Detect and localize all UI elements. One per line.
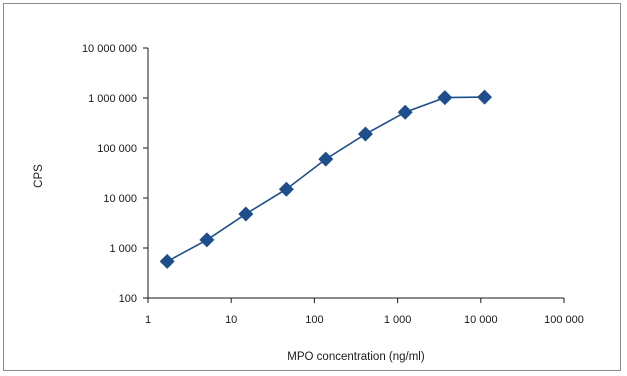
series xyxy=(159,89,493,269)
data-point xyxy=(238,206,254,222)
x-tick-label: 100 000 xyxy=(544,314,584,326)
x-tick-label: 1 000 xyxy=(384,314,412,326)
series-line xyxy=(166,96,485,263)
x-tick-label: 10 xyxy=(225,314,237,326)
data-point xyxy=(318,151,334,167)
data-point xyxy=(437,90,453,106)
y-tick-label: 100 000 xyxy=(97,143,137,155)
data-point xyxy=(159,253,175,269)
data-point xyxy=(477,89,493,105)
data-point xyxy=(357,126,373,142)
y-tick-label: 10 000 xyxy=(103,193,137,205)
y-tick-label: 1 000 xyxy=(109,243,137,255)
axes xyxy=(147,48,564,299)
x-axis-label: MPO concentration (ng/ml) xyxy=(287,351,425,363)
x-tick-label: 1 xyxy=(145,314,151,326)
data-point xyxy=(397,104,413,120)
y-tick-label: 10 000 000 xyxy=(82,43,137,55)
data-point xyxy=(278,181,294,197)
x-tick-label: 10 000 xyxy=(464,314,498,326)
y-tick-label: 100 xyxy=(119,293,137,305)
y-axis-label: CPS xyxy=(33,164,45,188)
y-tick-label: 1 000 000 xyxy=(88,93,137,105)
data-point xyxy=(199,232,215,248)
x-ticks: 1 10 100 1 000 10 000 100 000 xyxy=(145,298,584,326)
y-ticks: 100 1 000 10 000 100 000 1 000 000 10 000 000 xyxy=(82,43,148,305)
x-tick-label: 100 xyxy=(305,314,323,326)
chart-frame: 1 10 100 1 000 10 000 100 000 100 1 000 10 000 1… xyxy=(3,3,621,371)
